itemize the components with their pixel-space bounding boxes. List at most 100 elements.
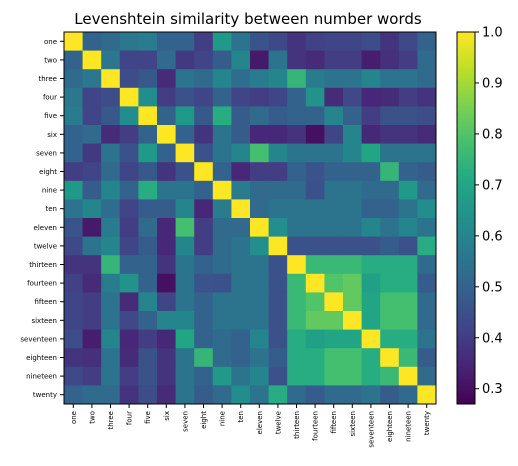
heatmap-cell: [64, 311, 83, 330]
heatmap-cell: [119, 255, 139, 275]
heatmap-cell: [157, 32, 176, 51]
heatmap-cell: [417, 69, 437, 89]
heatmap-cell: [250, 348, 269, 368]
heatmap-cell: [157, 273, 176, 293]
heatmap-cell: [82, 143, 102, 163]
x-tick-label: six: [163, 411, 171, 421]
heatmap-cell: [268, 236, 288, 256]
heatmap-cell: [119, 273, 139, 293]
x-tick-label: five: [144, 411, 152, 424]
heatmap-cell: [324, 50, 344, 70]
heatmap-cell: [138, 348, 158, 368]
heatmap-cell: [398, 385, 418, 405]
plot-frame: [63, 31, 437, 405]
heatmap-cell: [343, 162, 362, 182]
heatmap-cell: [82, 125, 102, 144]
heatmap-cell: [324, 125, 344, 144]
heatmap-cell: [194, 348, 214, 368]
heatmap-cell: [268, 199, 288, 219]
x-tick-label: ten: [237, 411, 245, 423]
heatmap-cell: [398, 273, 418, 293]
heatmap-cell: [82, 311, 102, 330]
heatmap-cell: [361, 255, 381, 275]
heatmap-cell: [212, 32, 232, 51]
heatmap-cell: [175, 236, 195, 256]
heatmap-cell: [343, 50, 362, 70]
heatmap-cell: [250, 32, 269, 51]
heatmap-cell: [305, 236, 325, 256]
x-tick-label: eleven: [256, 411, 264, 434]
heatmap-cell: [380, 162, 400, 182]
x-tick-label: three: [107, 411, 115, 430]
heatmap-cell: [175, 329, 195, 349]
heatmap-cell: [287, 329, 307, 349]
heatmap-cell: [417, 106, 437, 126]
heatmap-cell: [212, 180, 232, 200]
heatmap-cell: [212, 311, 232, 330]
heatmap-cell: [138, 292, 158, 312]
heatmap-cell: [417, 50, 437, 70]
heatmap-cell: [157, 143, 176, 163]
x-tick-label: two: [88, 411, 96, 424]
heatmap-cell: [380, 366, 400, 386]
heatmap-cell: [343, 199, 362, 219]
heatmap-cell: [212, 50, 232, 70]
heatmap-cell: [361, 273, 381, 293]
heatmap-cell: [119, 106, 139, 126]
heatmap-cell: [398, 329, 418, 349]
heatmap-cell: [250, 50, 269, 70]
heatmap-cell: [398, 69, 418, 89]
heatmap-cell: [268, 143, 288, 163]
y-tick-label: ten: [46, 205, 58, 213]
heatmap-cell: [398, 236, 418, 256]
heatmap-cell: [380, 292, 400, 312]
heatmap-cell: [175, 366, 195, 386]
heatmap-cell: [250, 106, 269, 126]
heatmap-cell: [305, 311, 325, 330]
heatmap-cell: [380, 273, 400, 293]
colorbar: [456, 31, 476, 405]
heatmap-cell: [361, 385, 381, 405]
heatmap-cell: [82, 236, 102, 256]
heatmap-cell: [101, 329, 121, 349]
heatmap-cell: [343, 106, 362, 126]
heatmap-cell: [212, 218, 232, 237]
heatmap-cell: [175, 199, 195, 219]
heatmap-cell: [101, 348, 121, 368]
heatmap-cell: [212, 199, 232, 219]
heatmap-cell: [119, 385, 139, 405]
heatmap-cell: [305, 125, 325, 144]
x-tick-label: sixteen: [349, 411, 357, 437]
heatmap-cell: [64, 329, 83, 349]
heatmap-cell: [101, 292, 121, 312]
heatmap-cell: [231, 366, 251, 386]
colorbar-ticks: 0.3 0.4 0.5 0.6 0.7 0.8 0.9 1.0: [475, 26, 503, 397]
heatmap-cell: [343, 385, 362, 405]
heatmap-cell: [138, 162, 158, 182]
y-tick-label: nineteen: [26, 373, 57, 381]
heatmap-cell: [157, 199, 176, 219]
heatmap-cell: [361, 32, 381, 51]
heatmap-cell: [287, 180, 307, 200]
heatmap-cell: [417, 385, 437, 405]
heatmap-cell: [82, 69, 102, 89]
heatmap-cell: [250, 199, 269, 219]
heatmap-cell: [287, 162, 307, 182]
y-tick-label: eight: [39, 168, 57, 176]
colorbar-tick-label: 0.3: [482, 382, 503, 397]
heatmap-cell: [305, 32, 325, 51]
heatmap-cell: [305, 292, 325, 312]
heatmap-cell: [380, 255, 400, 275]
heatmap-cell: [417, 180, 437, 200]
heatmap-cell: [380, 180, 400, 200]
chart-title: Levenshtein similarity between number wo…: [74, 10, 422, 28]
heatmap-cell: [194, 311, 214, 330]
heatmap-cell: [343, 311, 362, 330]
heatmap-cell: [175, 311, 195, 330]
heatmap-cell: [287, 106, 307, 126]
heatmap-cell: [175, 143, 195, 163]
x-tick-label: fifteen: [330, 411, 338, 434]
heatmap-cell: [212, 329, 232, 349]
heatmap-cell: [64, 366, 83, 386]
heatmap-cell: [361, 143, 381, 163]
